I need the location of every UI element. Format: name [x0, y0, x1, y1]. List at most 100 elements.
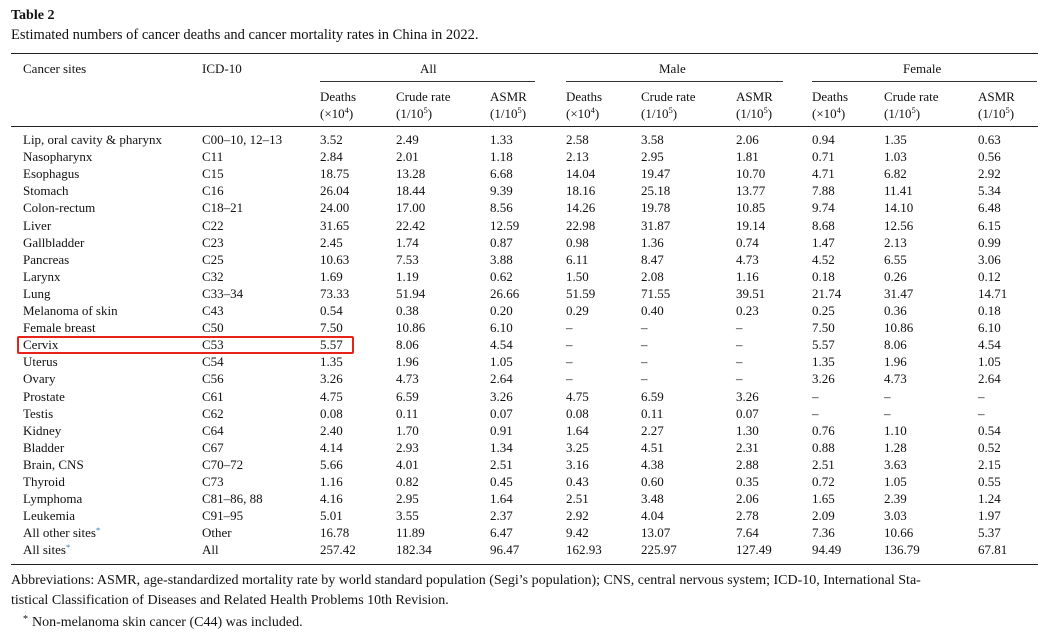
cell-icd10: C64	[202, 422, 224, 438]
cell-female-crude-rate: –	[884, 405, 891, 421]
cell-all-asmr: 0.45	[490, 474, 513, 489]
cell-all-asmr: 2.64	[490, 371, 513, 387]
cancer-site-name: All sites	[23, 542, 66, 558]
cell-male-deaths: 0.43	[566, 474, 589, 489]
cell-female-deaths: 3.26	[812, 371, 835, 387]
cancer-site-name: Ovary	[23, 371, 56, 387]
cell-icd10: Other	[202, 525, 232, 541]
cell-female-asmr: 5.34	[978, 183, 1001, 199]
cell-all-asmr: 0.62	[490, 268, 513, 284]
cell-female-asmr: 6.48	[978, 200, 1001, 216]
cell-all-crude-rate: 18.44	[396, 183, 426, 199]
unit-base: (1/10	[396, 106, 424, 121]
cell-male-deaths: 22.98	[566, 217, 596, 233]
cell-male-deaths: 2.92	[566, 508, 589, 524]
unit-exponent: 5	[763, 105, 768, 115]
cell-female-deaths: 21.74	[812, 285, 842, 301]
cell-icd10: C18–21	[202, 200, 244, 216]
unit-base: (1/10	[736, 106, 764, 121]
cell-all-crude-rate: 1.74	[396, 234, 419, 250]
cell-male-deaths: 18.16	[566, 183, 596, 199]
cell-female-deaths: 0.94	[812, 132, 835, 147]
cell-icd10: C11	[202, 149, 224, 165]
cell-female-crude-rate: 10.86	[884, 320, 914, 336]
cancer-site-name: Colon-rectum	[23, 200, 96, 216]
cell-female-crude-rate: 8.06	[884, 337, 907, 353]
cell-cancer-site: Leukemia	[23, 507, 75, 524]
cell-all-crude-rate: 0.38	[396, 303, 419, 318]
cell-female-deaths: 0.18	[812, 268, 835, 284]
cell-icd10: C22	[202, 217, 224, 233]
unit-exponent: 4	[836, 105, 841, 115]
cell-female-crude-rate: 1.35	[884, 132, 907, 147]
cell-all-deaths: 0.08	[320, 405, 343, 421]
cell-all-deaths: 31.65	[320, 217, 350, 233]
cell-female-deaths: 5.57	[812, 337, 835, 353]
cell-male-crude-rate: 6.59	[641, 388, 664, 404]
cell-all-deaths: 257.42	[320, 542, 356, 558]
cell-all-asmr: 1.34	[490, 439, 513, 455]
cell-all-crude-rate: 4.01	[396, 456, 419, 472]
cell-all-crude-rate: 6.59	[396, 388, 419, 404]
footnote-text: Non-melanoma skin cancer (C44) was inclu…	[32, 615, 303, 630]
cell-all-crude-rate: 4.73	[396, 371, 419, 387]
cell-all-asmr: 6.68	[490, 166, 513, 182]
cell-female-crude-rate: 3.63	[884, 456, 907, 472]
cell-female-asmr: 6.15	[978, 217, 1001, 233]
cell-male-deaths: –	[566, 371, 573, 387]
cancer-site-name: Uterus	[23, 354, 58, 370]
unit-exponent: 5	[668, 105, 673, 115]
header-group-all: All	[420, 61, 437, 76]
cell-male-crude-rate: 0.40	[641, 303, 664, 318]
cell-all-asmr: 2.51	[490, 456, 513, 472]
cell-male-deaths: 4.75	[566, 388, 589, 404]
cell-all-crude-rate: 2.49	[396, 132, 419, 147]
cell-all-asmr: 12.59	[490, 217, 520, 233]
cell-icd10: All	[202, 542, 219, 558]
cell-male-deaths: 6.11	[566, 251, 589, 267]
cell-male-crude-rate: 225.97	[641, 542, 677, 558]
cell-male-asmr: 13.77	[736, 183, 766, 199]
cell-male-deaths: 9.42	[566, 525, 589, 541]
subheader-male-crude-title: Crude rate	[641, 89, 696, 104]
cell-all-asmr: 0.20	[490, 303, 513, 318]
cancer-site-name: Nasopharynx	[23, 149, 93, 165]
cancer-site-name: Testis	[23, 405, 54, 421]
cell-icd10: C61	[202, 388, 224, 404]
cell-male-deaths: –	[566, 337, 573, 353]
cell-female-deaths: 4.71	[812, 166, 835, 182]
cell-female-crude-rate: –	[884, 388, 891, 404]
header-bottom-rule	[11, 126, 1038, 127]
unit-close: )	[915, 106, 921, 121]
bottom-rule	[11, 564, 1038, 565]
cell-male-deaths: 2.58	[566, 132, 589, 147]
cell-male-crude-rate: 1.36	[641, 234, 664, 250]
cell-all-deaths: 2.84	[320, 149, 343, 165]
cell-female-asmr: 2.64	[978, 371, 1001, 387]
cell-cancer-site: Uterus	[23, 353, 58, 370]
cell-all-deaths: 26.04	[320, 183, 350, 199]
cell-male-asmr: 4.73	[736, 251, 759, 267]
unit-close: )	[594, 106, 600, 121]
cancer-site-name: Cervix	[23, 337, 59, 353]
cell-male-asmr: –	[736, 337, 743, 353]
cell-all-deaths: 3.26	[320, 371, 343, 387]
unit-base: (×10	[812, 106, 837, 121]
cell-male-asmr: 1.16	[736, 268, 759, 284]
cell-all-asmr: 8.56	[490, 200, 513, 216]
cell-male-crude-rate: 3.58	[641, 132, 664, 147]
group-rule-female	[812, 81, 1037, 82]
cell-icd10: C32	[202, 268, 224, 284]
cell-all-crude-rate: 8.06	[396, 337, 419, 353]
cell-female-asmr: 0.54	[978, 422, 1001, 438]
cell-all-asmr: 3.26	[490, 388, 513, 404]
cell-all-crude-rate: 13.28	[396, 166, 426, 182]
cell-male-crude-rate: 2.08	[641, 268, 664, 284]
cell-male-crude-rate: 71.55	[641, 285, 671, 301]
cancer-site-name: Prostate	[23, 388, 65, 404]
cell-cancer-site: Colon-rectum	[23, 199, 95, 216]
cell-all-deaths: 1.69	[320, 268, 343, 284]
cell-female-deaths: 7.50	[812, 320, 835, 336]
cancer-site-name: Lung	[23, 285, 51, 301]
cell-all-crude-rate: 11.89	[396, 525, 425, 541]
